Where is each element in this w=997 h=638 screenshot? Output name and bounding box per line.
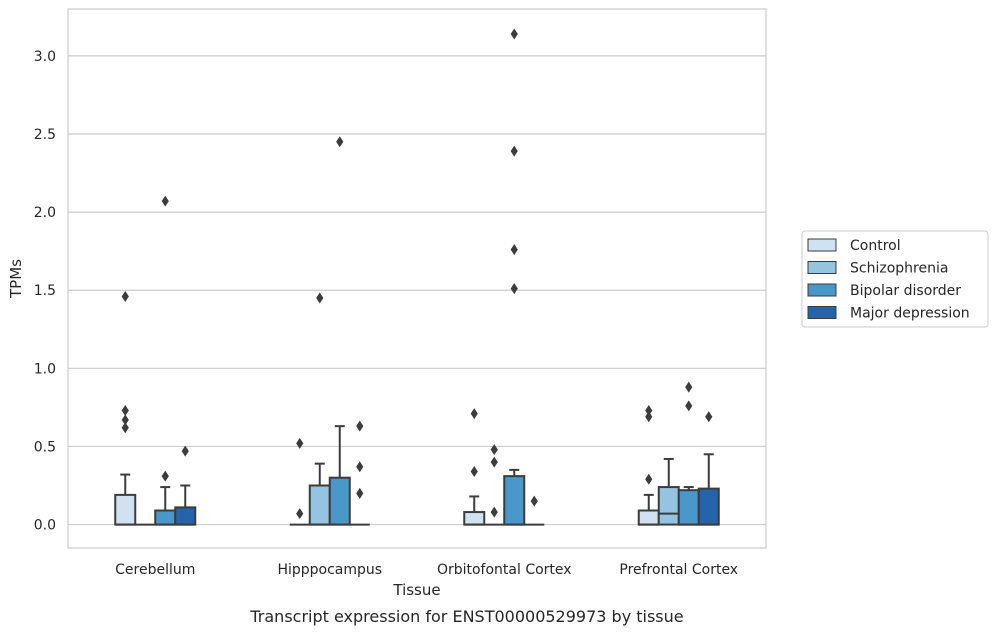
outlier-point: [296, 508, 304, 520]
y-axis-ticks: 0.0 0.5 1.0 1.5 2.0 2.5 3.0: [34, 49, 56, 534]
outlier-point: [161, 195, 169, 207]
legend-label: Bipolar disorder: [850, 283, 961, 299]
x-tick-label: Hipppocampus: [277, 562, 382, 578]
outlier-point: [470, 465, 478, 477]
legend-label: Schizophrenia: [850, 261, 948, 277]
box-body: [503, 475, 526, 526]
outlier-point: [121, 290, 129, 302]
x-tick-label: Prefrontal Cortex: [619, 562, 738, 578]
y-tick-label: 0.5: [34, 439, 56, 455]
y-tick-label: 1.5: [34, 283, 56, 299]
outlier-point: [510, 28, 518, 40]
legend: Control Schizophrenia Bipolar disorder Majo…: [801, 230, 989, 328]
outliers: [121, 28, 713, 520]
outlier-point: [705, 411, 713, 423]
outlier-point: [510, 145, 518, 157]
outlier-point: [645, 405, 653, 417]
y-tick-label: 3.0: [34, 49, 56, 65]
x-tick-label: Cerebellum: [115, 562, 195, 578]
y-tick-label: 1.0: [34, 361, 56, 377]
legend-frame: [801, 230, 989, 328]
outlier-point: [645, 473, 653, 485]
outlier-point: [161, 470, 169, 482]
outlier-point: [356, 461, 364, 473]
outlier-point: [685, 400, 693, 412]
boxes: [114, 425, 720, 526]
y-tick-label: 0.0: [34, 518, 56, 534]
legend-swatch: [807, 261, 837, 274]
outlier-point: [530, 495, 538, 507]
y-tick-label: 2.5: [34, 127, 56, 143]
outlier-point: [510, 283, 518, 295]
outlier-point: [510, 244, 518, 256]
legend-swatch: [807, 238, 837, 252]
box-body: [657, 486, 680, 526]
legend-swatch: [807, 283, 837, 297]
outlier-point: [121, 422, 129, 434]
plot-frame: [67, 8, 767, 549]
box-body: [174, 506, 197, 526]
outlier-point: [336, 136, 344, 148]
x-tick-label: Orbitofontal Cortex: [437, 562, 572, 578]
outlier-point: [121, 405, 129, 417]
x-axis-label: Tissue: [392, 581, 440, 599]
chart-caption: Transcript expression for ENST0000052997…: [249, 607, 683, 626]
outlier-point: [490, 444, 498, 456]
outlier-point: [181, 445, 189, 457]
box-3-3: [697, 453, 720, 526]
y-axis-label: TPMs: [7, 259, 25, 299]
legend-label: Major depression: [850, 306, 970, 322]
outlier-point: [121, 414, 129, 426]
outlier-point: [490, 456, 498, 468]
outlier-point: [490, 506, 498, 518]
box-body: [114, 493, 137, 526]
box-2-2: [503, 468, 526, 526]
outlier-point: [316, 292, 324, 304]
box-body: [677, 489, 700, 526]
box-0-3: [174, 484, 197, 526]
box-body: [308, 484, 331, 526]
box-body: [154, 509, 177, 526]
x-axis-ticks: Cerebellum Hipppocampus Orbitofontal Corte…: [115, 562, 738, 578]
box-2-0: [463, 495, 486, 526]
box-body: [697, 487, 720, 526]
outlier-point: [296, 437, 304, 449]
legend-swatch: [807, 306, 837, 319]
box-body: [463, 511, 486, 526]
outlier-point: [356, 420, 364, 432]
box-0-2: [154, 486, 177, 526]
box-1-2: [328, 425, 351, 526]
box-body: [637, 509, 660, 526]
box-3-2: [677, 486, 700, 526]
y-tick-label: 2.0: [34, 205, 56, 221]
box-body: [328, 476, 351, 526]
box-0-0: [114, 473, 137, 526]
outlier-point: [470, 408, 478, 420]
outlier-point: [645, 411, 653, 423]
box-1-1: [308, 462, 331, 526]
outlier-point: [356, 487, 364, 499]
legend-label: Control: [850, 238, 901, 254]
outlier-point: [685, 381, 693, 393]
